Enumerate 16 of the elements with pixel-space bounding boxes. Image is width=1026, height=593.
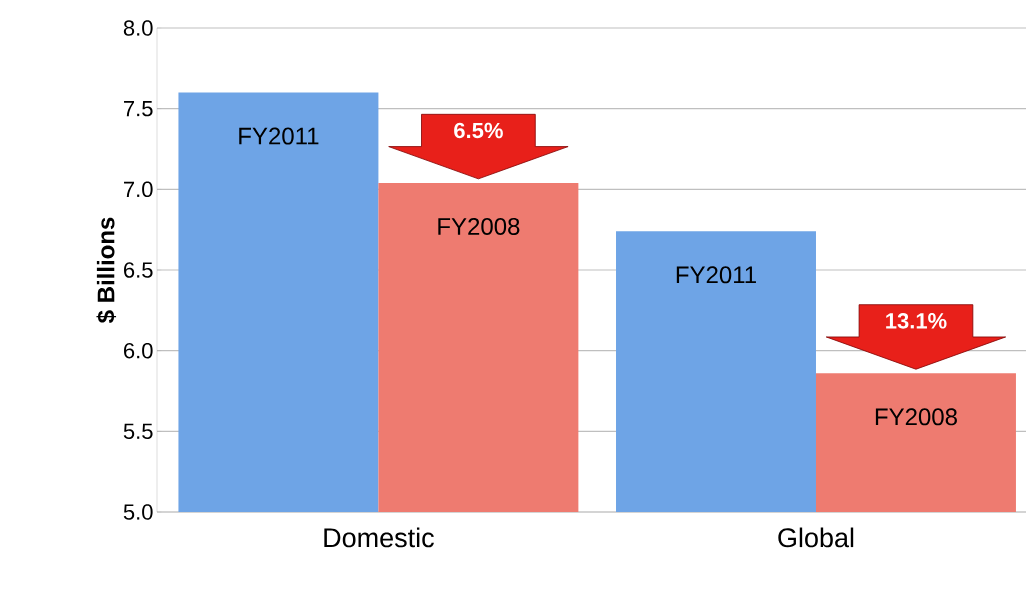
text: FY2011: [239, 127, 319, 145]
text: FY2008: [875, 408, 957, 426]
y-tick-label: 6.0: [124, 342, 153, 359]
annotation: 13.1%: [886, 313, 947, 329]
series-label: FY2008: [438, 217, 520, 235]
y-axis-title: $ Billions: [96, 217, 117, 324]
y-tick-label: 5.5: [123, 423, 153, 440]
y-tick-label: 5.0: [123, 504, 153, 520]
series-label: FY2011: [676, 266, 756, 284]
y-tick-label: 6.5: [124, 262, 153, 278]
annotation: 6.5%: [454, 122, 503, 139]
y-tick-label: 7.0: [124, 181, 153, 198]
x-tick-label: Domestic: [324, 527, 434, 548]
x-tick-label: Global: [778, 527, 854, 548]
y-tick-label: 7.5: [124, 100, 153, 117]
y-tick-label: 8.0: [123, 20, 153, 36]
